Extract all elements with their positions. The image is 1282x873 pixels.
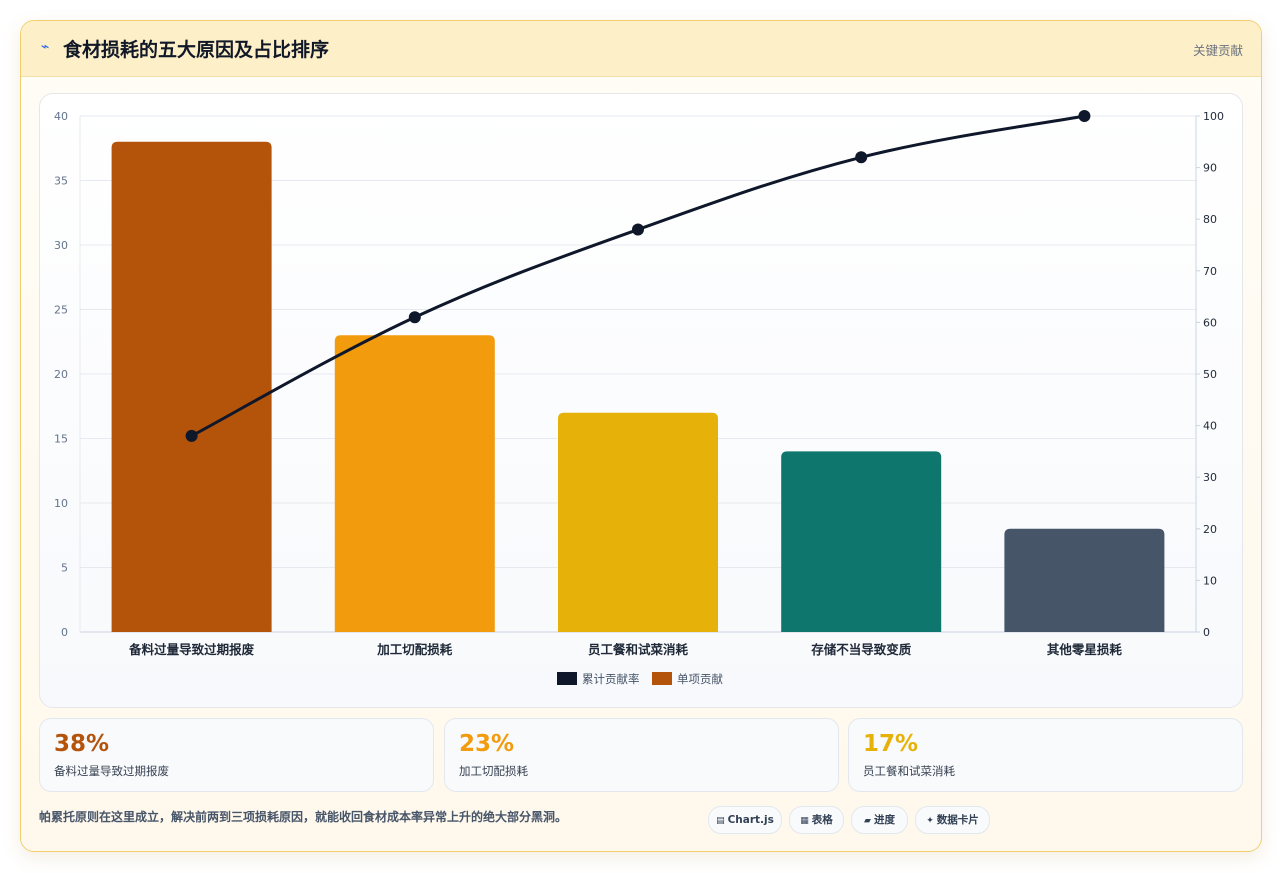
card-header: ⌁ 食材损耗的五大原因及占比排序 关键贡献 bbox=[21, 21, 1261, 77]
legend-swatch-single bbox=[652, 672, 672, 685]
cumulative-point bbox=[408, 311, 421, 324]
chip-label: Chart.js bbox=[727, 814, 774, 826]
chip-data-card[interactable]: ✦ 数据卡片 bbox=[915, 806, 990, 834]
y-left-tick-label: 30 bbox=[54, 239, 68, 252]
y-right-tick-label: 10 bbox=[1203, 574, 1217, 587]
y-left-tick-label: 10 bbox=[54, 497, 68, 510]
stat-card-3: 17% 员工餐和试菜消耗 bbox=[848, 718, 1243, 792]
cumulative-line bbox=[190, 114, 1085, 438]
chart-line-icon: ⌁ bbox=[41, 39, 50, 55]
stat-label: 员工餐和试菜消耗 bbox=[863, 764, 955, 778]
header-tag: 关键贡献 bbox=[1192, 43, 1243, 58]
bar bbox=[111, 141, 272, 633]
y-right-tick-label: 80 bbox=[1203, 213, 1217, 226]
y-left-tick-label: 25 bbox=[54, 304, 68, 317]
chip-label: 进度 bbox=[873, 814, 895, 826]
y-right-tick-label: 30 bbox=[1203, 471, 1217, 484]
legend-label-cumulative: 累计贡献率 bbox=[582, 672, 640, 686]
bar bbox=[334, 335, 495, 632]
cumulative-point bbox=[185, 429, 198, 442]
stat-card-1: 38% 备料过量导致过期报废 bbox=[39, 718, 434, 792]
card-icon: ✦ bbox=[926, 816, 934, 826]
stat-card-2: 23% 加工切配损耗 bbox=[444, 718, 839, 792]
footer-note: 帕累托原则在这里成立，解决前两到三项损耗原因，就能收回食材成本率异常上升的绝大部… bbox=[39, 810, 568, 824]
legend-swatch-cumulative bbox=[557, 672, 577, 685]
stat-label: 加工切配损耗 bbox=[459, 764, 528, 778]
stat-value: 38% bbox=[54, 731, 110, 757]
chip-label: 表格 bbox=[811, 814, 833, 826]
stat-label: 备料过量导致过期报废 bbox=[54, 764, 169, 778]
y-left-tick-label: 0 bbox=[61, 626, 68, 639]
x-tick-label: 加工切配损耗 bbox=[376, 642, 453, 657]
x-tick-label: 员工餐和试菜消耗 bbox=[588, 642, 689, 657]
y-left-tick-label: 5 bbox=[61, 562, 68, 575]
cumulative-point bbox=[632, 223, 644, 236]
chip-progress[interactable]: ▰ 进度 bbox=[851, 806, 908, 834]
report-card: ⌁ 食材损耗的五大原因及占比排序 关键贡献 0 5 10 15 20 25 30 35 40 0 1… bbox=[20, 20, 1262, 852]
y-right-tick-label: 20 bbox=[1203, 523, 1217, 536]
x-tick-label: 存储不当导致变质 bbox=[810, 642, 912, 657]
cumulative-point bbox=[855, 151, 868, 164]
bar bbox=[781, 451, 942, 632]
stat-value: 23% bbox=[459, 731, 515, 757]
y-left-tick-label: 40 bbox=[54, 110, 68, 123]
page-title: 食材损耗的五大原因及占比排序 bbox=[63, 39, 330, 61]
progress-icon: ▰ bbox=[864, 816, 871, 826]
chart-panel: 0 5 10 15 20 25 30 35 40 0 10 20 30 40 50 60 70 80 90 100 备料… bbox=[39, 93, 1243, 708]
chip-label: 数据卡片 bbox=[936, 814, 979, 826]
y-left-tick-label: 15 bbox=[54, 433, 68, 446]
y-right-tick-label: 70 bbox=[1203, 265, 1217, 278]
pareto-chart: 0 5 10 15 20 25 30 35 40 0 10 20 30 40 50 60 70 80 90 100 备料… bbox=[54, 110, 1224, 686]
y-right-tick-label: 0 bbox=[1203, 626, 1210, 639]
y-right-tick-label: 60 bbox=[1203, 316, 1217, 329]
y-left-tick-label: 35 bbox=[54, 175, 68, 188]
legend-label-single: 单项贡献 bbox=[677, 672, 723, 686]
bar bbox=[558, 412, 718, 632]
x-tick-label: 备料过量导致过期报废 bbox=[128, 642, 255, 657]
y-right-tick-label: 100 bbox=[1203, 110, 1224, 123]
y-right-tick-label: 50 bbox=[1203, 368, 1217, 381]
y-right-tick-label: 40 bbox=[1203, 420, 1217, 433]
bar bbox=[1004, 528, 1165, 632]
y-right-tick-label: 90 bbox=[1203, 162, 1217, 175]
y-left-tick-label: 20 bbox=[54, 368, 68, 381]
cumulative-point bbox=[1078, 110, 1091, 122]
stat-value: 17% bbox=[863, 731, 919, 757]
x-tick-label: 其他零星损耗 bbox=[1047, 642, 1123, 657]
table-icon: ▦ bbox=[800, 816, 809, 826]
chip-chartjs[interactable]: ▤ Chart.js bbox=[708, 806, 782, 834]
chart-icon: ▤ bbox=[716, 816, 725, 826]
chip-table[interactable]: ▦ 表格 bbox=[789, 806, 844, 834]
